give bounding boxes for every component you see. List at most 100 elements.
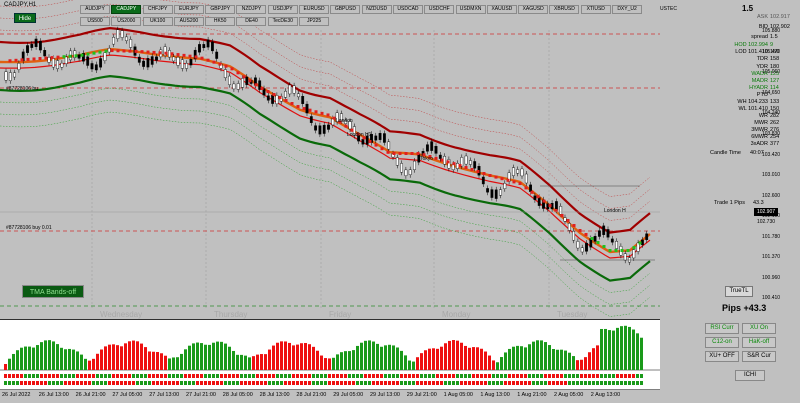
oscillator-dot-row2	[200, 381, 203, 385]
oscillator-bar	[400, 350, 403, 370]
candle-body	[632, 249, 636, 259]
oscillator-dot-row1	[296, 374, 299, 378]
candle-time-value: 40:07	[750, 150, 764, 156]
oscillator-dot-row2	[136, 381, 139, 385]
oscillator-dot-row2	[400, 381, 403, 385]
signal-marker	[134, 49, 138, 53]
symbol-button-eurusd[interactable]: EURUSD	[299, 5, 330, 14]
candle-body	[615, 241, 619, 249]
symbol-button-nzdusd[interactable]: NZDUSD	[361, 5, 392, 14]
oscillator-dot-row2	[624, 381, 627, 385]
candle-body	[51, 58, 55, 68]
info-value: -	[770, 92, 772, 98]
symbol-button-de40[interactable]: DE40	[236, 17, 267, 26]
candle-body	[490, 189, 494, 198]
oscillator-dot-row1	[256, 374, 259, 378]
signal-marker	[284, 99, 288, 102]
oscillator-dot-row1	[400, 374, 403, 378]
signal-marker	[110, 49, 114, 53]
oscillator-dot-row2	[360, 381, 363, 385]
symbol-button-gbpjpy[interactable]: GBPJPY	[205, 5, 236, 14]
signal-marker	[524, 186, 528, 190]
candle-body	[206, 39, 210, 48]
symbol-button-audjpy[interactable]: AUDJPY	[80, 5, 110, 14]
indicator-button-xu-off[interactable]: XU+ OFF	[705, 351, 739, 362]
symbol-button-usdmxn[interactable]: USDMXN	[455, 5, 486, 14]
symbol-button-nzdjpy[interactable]: NZDJPY	[236, 5, 267, 14]
oscillator-dot-row1	[124, 374, 127, 378]
oscillator-dot-row2	[272, 381, 275, 385]
hide-button[interactable]: Hide	[14, 13, 36, 23]
candle-body	[567, 223, 571, 231]
symbol-button-uk100[interactable]: UK100	[142, 17, 173, 26]
symbol-button-xtiusd[interactable]: XTIUSD	[580, 5, 611, 14]
symbol-button-dxy_u2[interactable]: DXY_U2	[612, 5, 643, 14]
info-label: WADR	[751, 71, 768, 77]
time-tick: 28 Jul 21:00	[296, 392, 327, 398]
indicator-button-rsi-curr[interactable]: RSI Curr	[705, 323, 739, 334]
oscillator-dot-row2	[240, 381, 243, 385]
oscillator-bar	[580, 359, 583, 370]
indicator-button-hak-off[interactable]: HaK-off	[742, 337, 776, 348]
oscillator-bar	[180, 353, 183, 370]
symbol-button-us500[interactable]: US500	[80, 17, 110, 26]
day-label-monday: Monday	[442, 310, 471, 319]
indicator-button-s-r-cur[interactable]: S&R Cur	[742, 351, 776, 362]
time-tick: 27 Jul 05:00	[112, 392, 143, 398]
candle-body	[494, 189, 498, 199]
info-value: 133	[770, 99, 780, 105]
indicator-button-c12-on[interactable]: C12-on	[705, 337, 739, 348]
oscillator-dot-row1	[212, 374, 215, 378]
tma-bands-toggle[interactable]: TMA Bands-off	[22, 285, 84, 298]
symbol-button-cadjpy[interactable]: CADJPY	[111, 5, 142, 14]
ichi-button[interactable]: ICHI	[735, 370, 765, 381]
symbol-button-tecde30[interactable]: TecDE30	[267, 17, 298, 26]
oscillator-chart[interactable]	[0, 320, 660, 390]
oscillator-dot-row2	[64, 381, 67, 385]
info-value: 114	[770, 85, 779, 91]
time-tick: 27 Jul 13:00	[149, 392, 180, 398]
oscillator-dot-row1	[588, 374, 591, 378]
symbol-button-usdcad[interactable]: USDCAD	[392, 5, 423, 14]
symbol-button-xauusd[interactable]: XAUUSD	[486, 5, 517, 14]
symbol-button-jp225[interactable]: JP225	[299, 17, 330, 26]
signal-marker	[212, 60, 216, 64]
oscillator-bar	[4, 364, 7, 370]
symbol-button-ustec[interactable]: USTEC	[660, 6, 677, 12]
main-price-chart[interactable]	[0, 0, 660, 320]
oscillator-dot-row2	[388, 381, 391, 385]
symbol-button-us2000[interactable]: US2000	[111, 17, 142, 26]
symbol-button-usdchf[interactable]: USDCHF	[424, 5, 455, 14]
candle-body	[309, 116, 313, 123]
symbol-button-xbrusd[interactable]: XBRUSD	[549, 5, 580, 14]
oscillator-dot-row2	[416, 381, 419, 385]
price-tick: 100.960	[762, 275, 781, 281]
oscillator-bar	[476, 347, 479, 370]
oscillator-dot-row1	[420, 374, 423, 378]
oscillator-dot-row1	[328, 374, 331, 378]
symbol-button-xagusd[interactable]: XAGUSD	[518, 5, 549, 14]
candle-body	[129, 39, 133, 48]
tma-band-lower	[0, 74, 651, 282]
oscillator-dot-row1	[532, 374, 535, 378]
oscillator-bar	[264, 354, 267, 370]
candle-body	[124, 36, 128, 41]
oscillator-dot-row1	[292, 374, 295, 378]
oscillator-bar	[336, 354, 339, 370]
oscillator-dot-row1	[44, 374, 47, 378]
oscillator-dot-row2	[156, 381, 159, 385]
oscillator-bar	[464, 345, 467, 370]
oscillator-dot-row1	[552, 374, 555, 378]
candle-body	[563, 217, 567, 222]
symbol-button-chfjpy[interactable]: CHFJPY	[142, 5, 173, 14]
indicator-button-xu-on[interactable]: XU On	[742, 323, 776, 334]
symbol-button-usdjpy[interactable]: USDJPY	[267, 5, 298, 14]
symbol-button-hk50[interactable]: HK50	[205, 17, 236, 26]
oscillator-dot-row1	[520, 374, 523, 378]
true-tl-button[interactable]: TrueTL	[725, 286, 753, 297]
oscillator-bar	[344, 351, 347, 370]
symbol-button-eurjpy[interactable]: EURJPY	[173, 5, 204, 14]
symbol-button-gbpusd[interactable]: GBPUSD	[330, 5, 361, 14]
symbol-button-aus200[interactable]: AUS200	[173, 17, 204, 26]
candle-body	[116, 29, 120, 39]
